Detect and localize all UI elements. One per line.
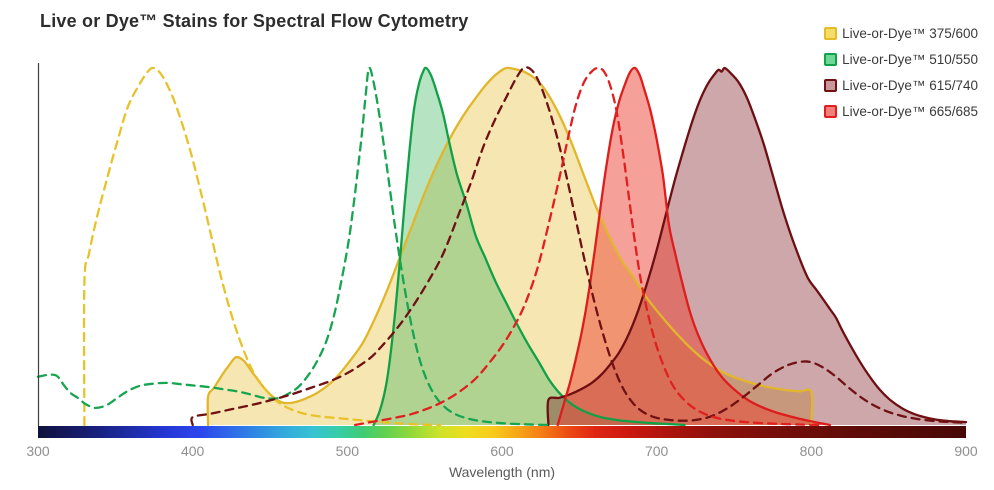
x-tick-label: 500 (335, 443, 359, 459)
curve-excitation-dashed (353, 66, 825, 427)
chart-title: Live or Dye™ Stains for Spectral Flow Cy… (40, 11, 469, 31)
x-tick-label: 300 (26, 443, 50, 459)
x-tick-label: 400 (180, 443, 205, 459)
legend-label: Live-or-Dye™ 615/740 (842, 78, 978, 93)
x-tick-label: 700 (644, 443, 669, 459)
legend-swatch-icon (824, 27, 838, 40)
curve-emission (546, 66, 968, 427)
x-tick-label: 600 (490, 443, 514, 459)
wavelength-spectrum-bar (38, 426, 966, 438)
curve-emission (372, 66, 686, 427)
legend-item: Live-or-Dye™ 615/740 (824, 78, 978, 93)
area-emission (373, 67, 685, 425)
legend-item: Live-or-Dye™ 375/600 (824, 26, 978, 41)
x-axis-title: Wavelength (nm) (448, 464, 556, 480)
curve-emission (556, 66, 832, 427)
legend-swatch-icon (824, 79, 838, 92)
curve-excitation-dashed (190, 66, 968, 427)
curve-excitation-dashed (36, 66, 550, 427)
legend-swatch-icon (824, 105, 838, 118)
curve-excitation-dashed (82, 66, 442, 427)
spectra-curves (36, 66, 968, 427)
legend-label: Live-or-Dye™ 665/685 (842, 104, 978, 119)
legend-item: Live-or-Dye™ 510/550 (824, 52, 978, 67)
legend-item: Live-or-Dye™ 665/685 (824, 104, 978, 119)
legend: Live-or-Dye™ 375/600 Live-or-Dye™ 510/550… (824, 26, 978, 119)
curve-emission (206, 66, 814, 427)
legend-label: Live-or-Dye™ 375/600 (842, 26, 978, 41)
area-emission (557, 67, 830, 425)
x-tick-label: 900 (954, 443, 978, 459)
legend-label: Live-or-Dye™ 510/550 (842, 52, 978, 67)
emission-fill-areas (207, 67, 966, 425)
x-tick-label: 800 (799, 443, 823, 459)
legend-swatch-icon (824, 53, 838, 66)
